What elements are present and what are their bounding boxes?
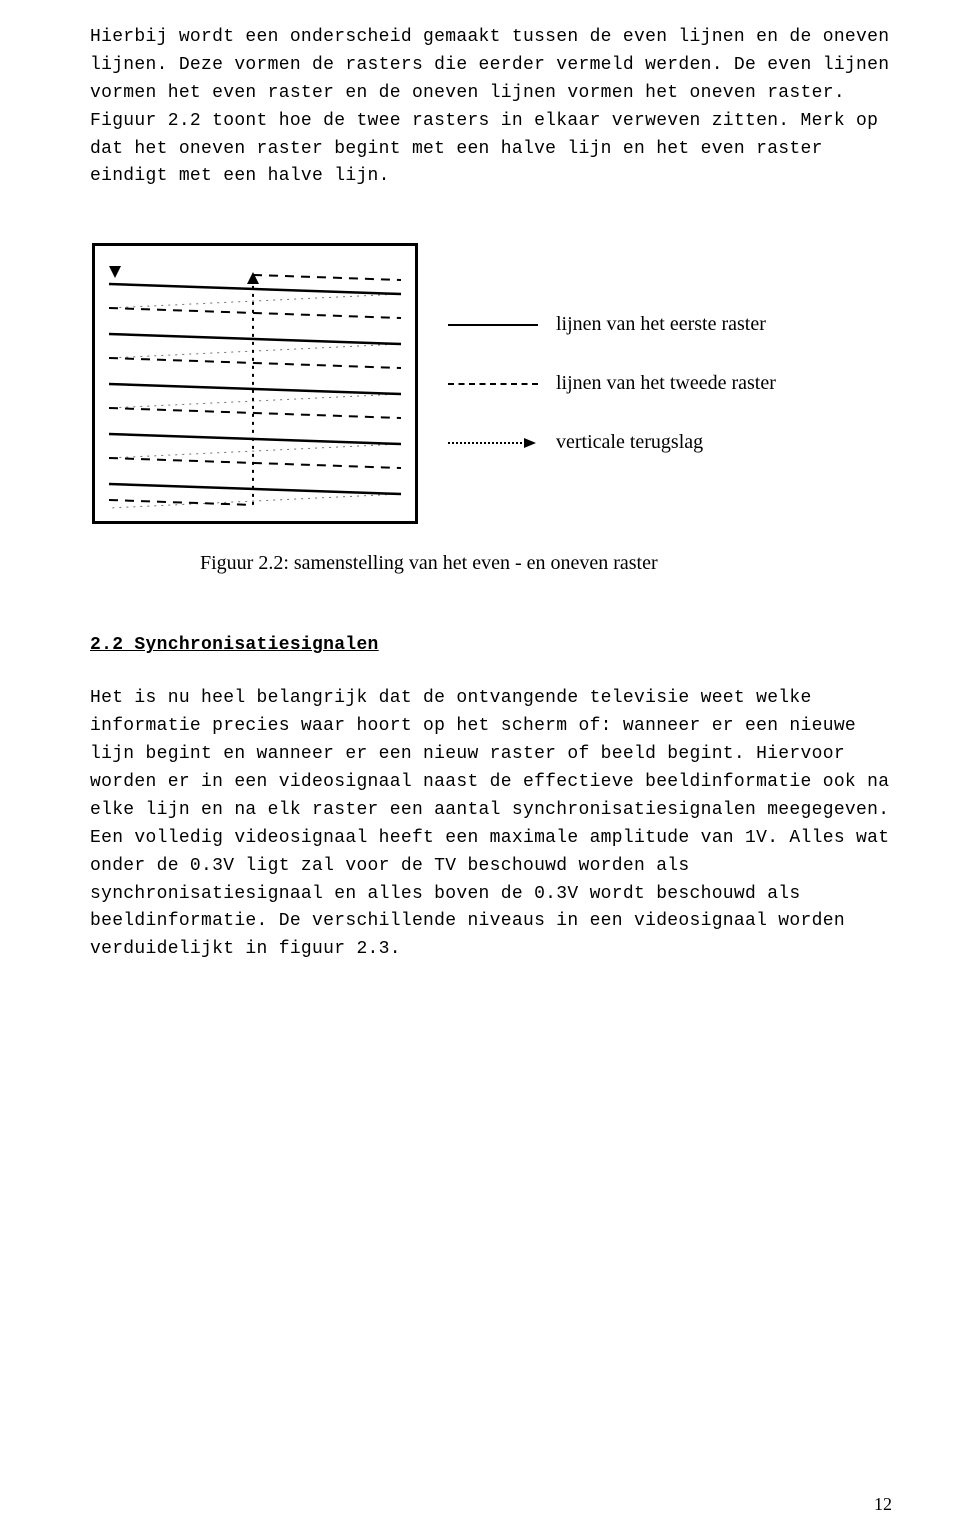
legend-retrace-label: verticale terugslag — [556, 431, 703, 454]
figure-caption: Figuur 2.2: samenstelling van het even -… — [200, 552, 900, 575]
paragraph-sync-1: Het is nu heel belangrijk dat de ontvang… — [90, 685, 900, 824]
legend-solid-line-icon — [448, 324, 538, 326]
paragraph-sync-2: Een volledig videosignaal heeft een maxi… — [90, 825, 900, 964]
legend-second-raster: lijnen van het tweede raster — [448, 372, 776, 395]
section-heading-2-2: 2.2 Synchronisatiesignalen — [90, 635, 900, 655]
legend-first-raster-label: lijnen van het eerste raster — [556, 313, 766, 336]
raster-svg — [95, 246, 415, 521]
figure-2-2: lijnen van het eerste raster lijnen van … — [90, 243, 900, 524]
legend-dashed-line-icon — [448, 383, 538, 385]
legend-second-raster-label: lijnen van het tweede raster — [556, 372, 776, 395]
page-number: 12 — [874, 1494, 892, 1515]
raster-diagram — [92, 243, 418, 524]
legend-arrow-icon — [448, 438, 538, 448]
page: Hierbij wordt een onderscheid gemaakt tu… — [0, 0, 960, 1533]
legend-first-raster: lijnen van het eerste raster — [448, 313, 776, 336]
legend-retrace: verticale terugslag — [448, 431, 776, 454]
paragraph-intro: Hierbij wordt een onderscheid gemaakt tu… — [90, 24, 900, 191]
figure-legend: lijnen van het eerste raster lijnen van … — [448, 313, 776, 454]
